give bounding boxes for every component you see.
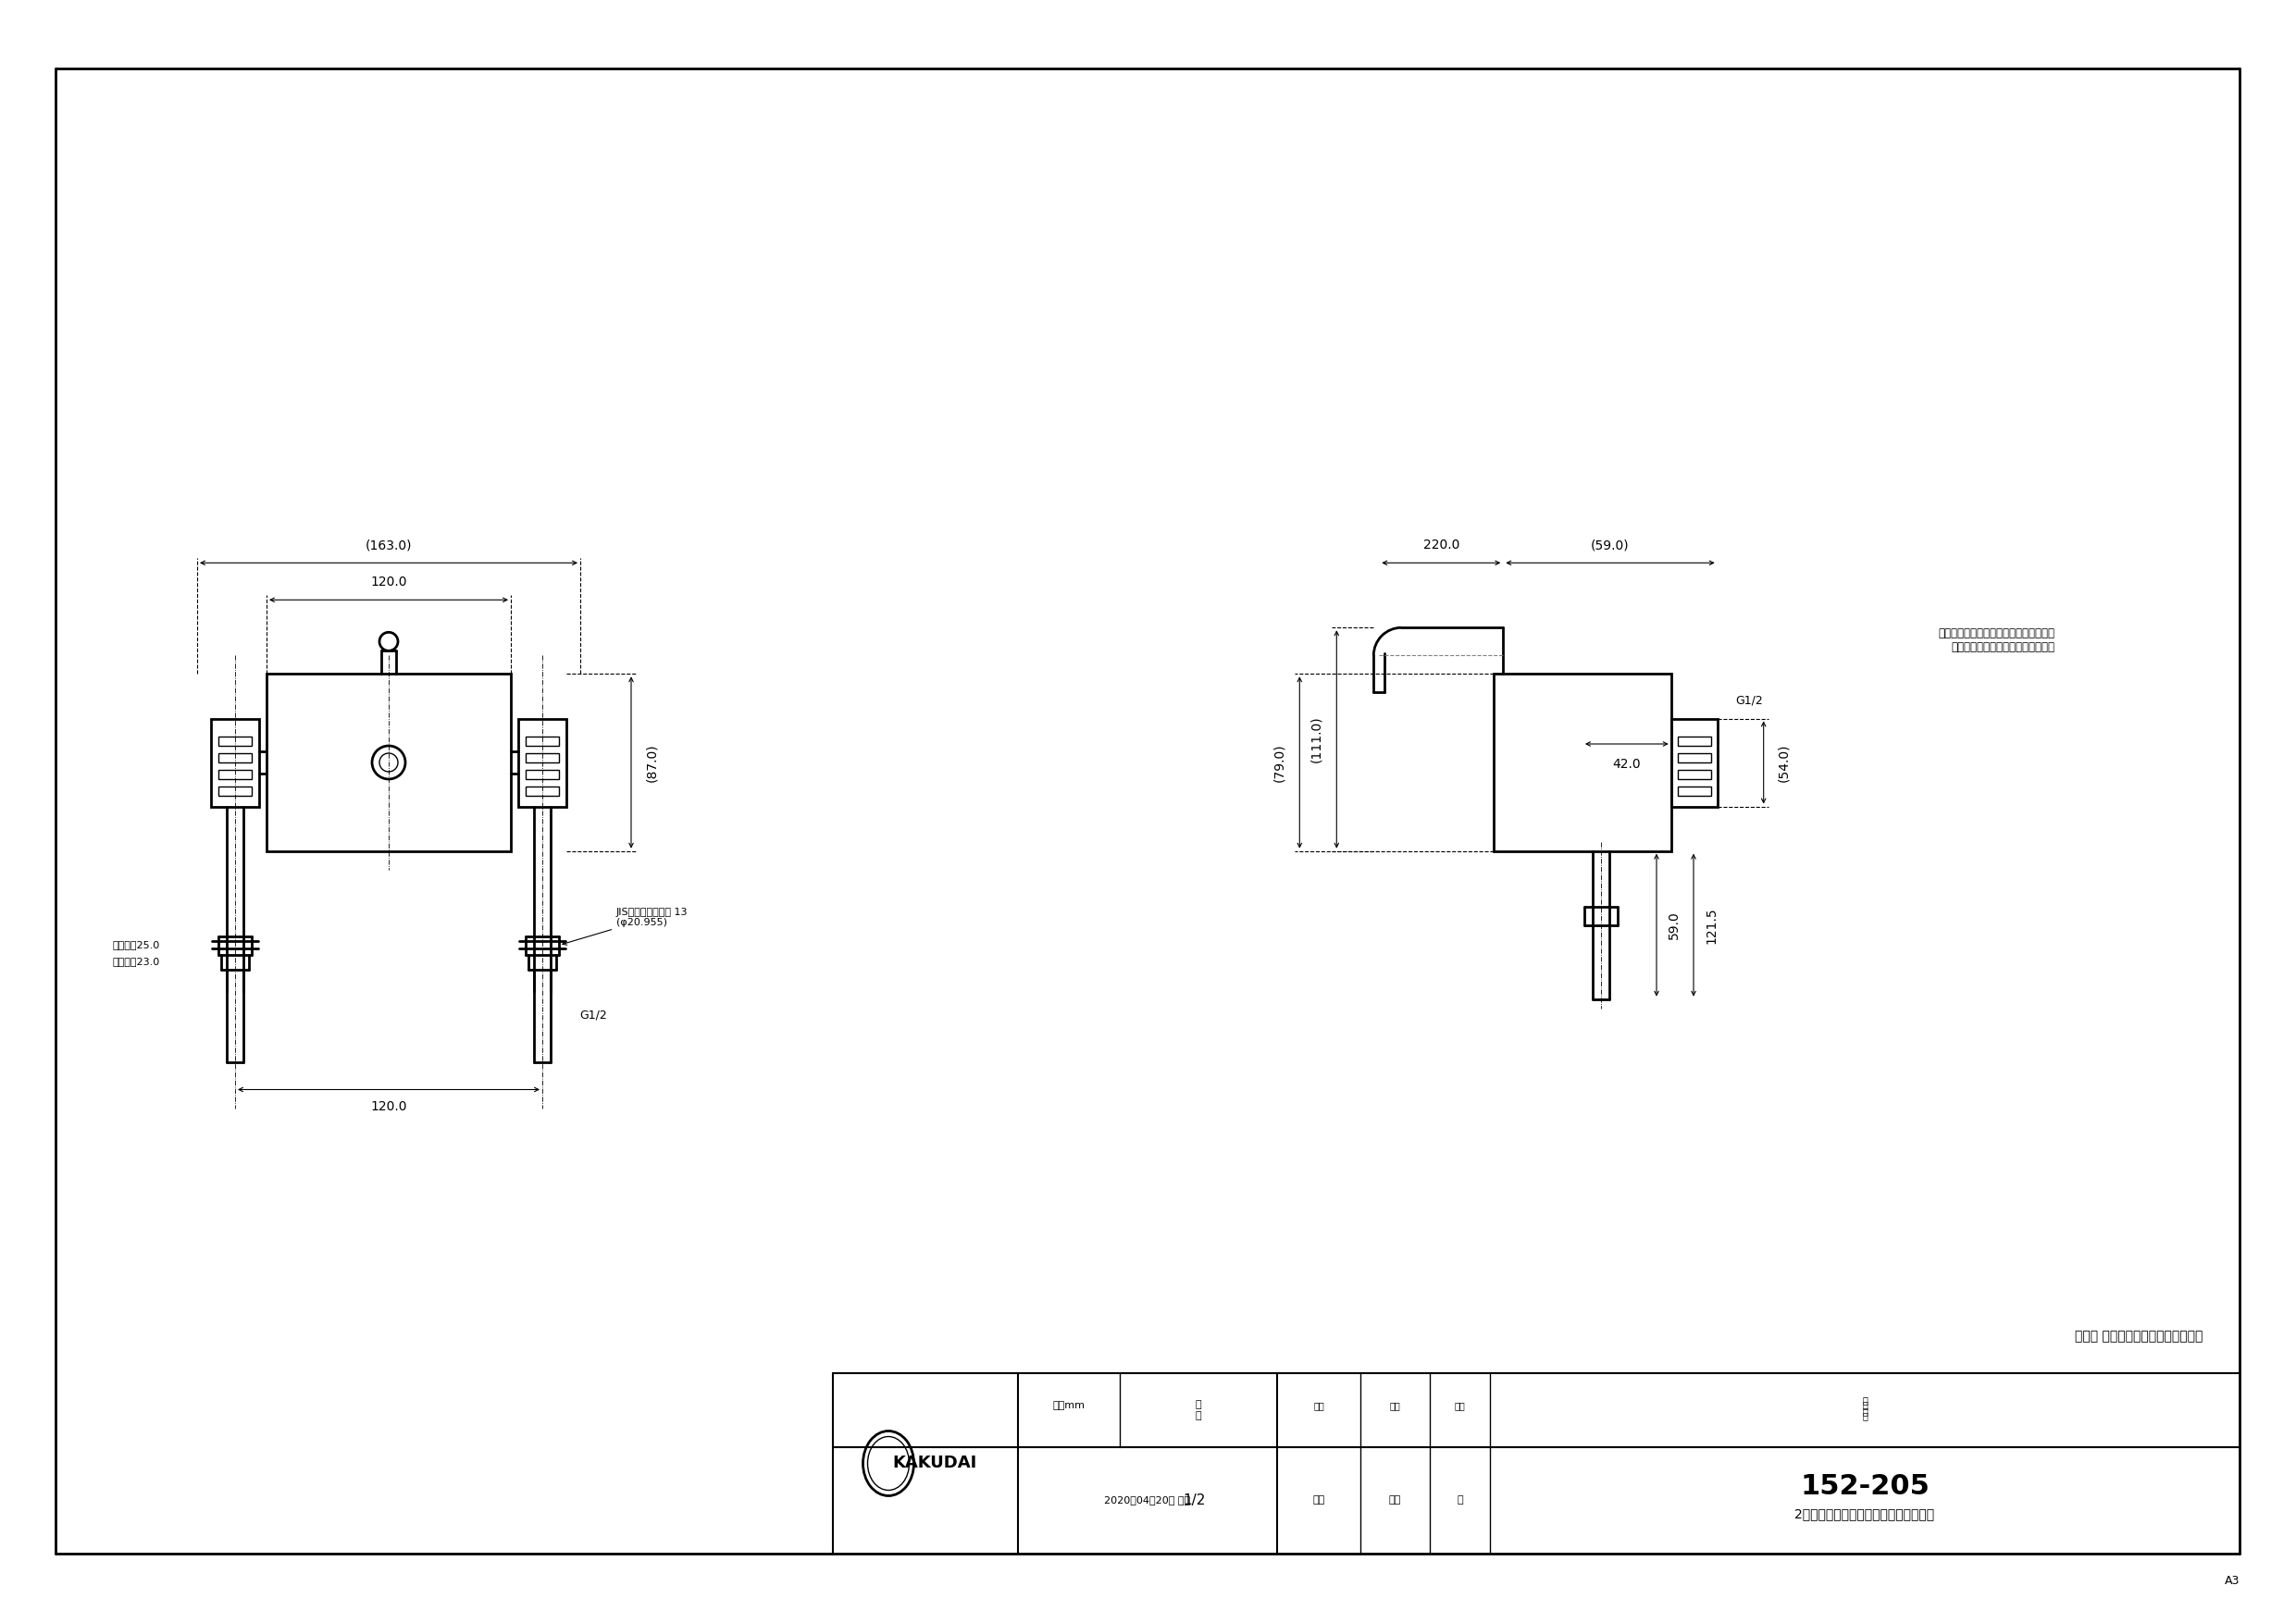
Text: 検図: 検図	[1389, 1401, 1401, 1410]
Text: 120.0: 120.0	[370, 1100, 406, 1113]
Bar	[526, 786, 558, 795]
Bar	[266, 674, 510, 850]
Text: 品
番: 品 番	[1862, 1401, 1867, 1420]
Text: 単位mm: 単位mm	[1052, 1401, 1086, 1410]
Text: 2ハンドルシャワー混合栓（一時止水）: 2ハンドルシャワー混合栓（一時止水）	[1795, 1508, 1936, 1521]
Text: 1/2: 1/2	[1182, 1493, 1205, 1508]
Text: 寒川: 寒川	[1389, 1496, 1401, 1505]
Text: 120.0: 120.0	[370, 576, 406, 589]
Text: (111.0): (111.0)	[1309, 716, 1322, 763]
Bar	[1671, 719, 1717, 807]
Text: KAKUDAI: KAKUDAI	[893, 1456, 976, 1472]
Text: 祝: 祝	[1456, 1496, 1463, 1505]
Text: G1/2: G1/2	[1736, 695, 1763, 706]
Bar	[211, 719, 259, 807]
Bar	[1678, 737, 1711, 745]
Text: 尺
度: 尺 度	[1196, 1401, 1201, 1420]
Text: G1/2: G1/2	[579, 1010, 606, 1021]
Text: 59.0: 59.0	[1667, 911, 1681, 940]
Text: 承認: 承認	[1453, 1401, 1465, 1410]
Text: (79.0): (79.0)	[1272, 743, 1286, 782]
Text: 2020年04月20日 作成: 2020年04月20日 作成	[1104, 1496, 1192, 1505]
Bar	[218, 753, 253, 761]
Text: 六角対辺23.0: 六角対辺23.0	[113, 958, 161, 966]
Text: 岩藤: 岩藤	[1313, 1496, 1325, 1505]
Text: JIS給水栓差付ねじ 13
(φ20.955): JIS給水栓差付ねじ 13 (φ20.955)	[563, 907, 689, 945]
Bar	[218, 769, 253, 779]
Text: (87.0): (87.0)	[645, 743, 659, 782]
Bar	[218, 786, 253, 795]
Text: (163.0): (163.0)	[365, 539, 411, 552]
Text: A3: A3	[2225, 1576, 2239, 1587]
Text: 六角対辺25.0: 六角対辺25.0	[113, 941, 161, 949]
Text: この部分にシャワセットを取付けます。
（シャワセットは添付部品参照。）: この部分にシャワセットを取付けます。 （シャワセットは添付部品参照。）	[1938, 628, 2055, 654]
Bar	[526, 769, 558, 779]
Text: 品
番: 品 番	[1862, 1396, 1867, 1415]
Text: 製図: 製図	[1313, 1401, 1325, 1410]
Bar	[1678, 769, 1711, 779]
Bar	[218, 737, 253, 745]
Bar	[526, 737, 558, 745]
Text: 注：（ ）内寸法は参考寸法である。: 注：（ ）内寸法は参考寸法である。	[2076, 1329, 2202, 1342]
Text: 42.0: 42.0	[1612, 758, 1642, 771]
Text: 121.5: 121.5	[1704, 907, 1717, 943]
Bar	[526, 753, 558, 761]
Bar	[1678, 786, 1711, 795]
Text: 152-205: 152-205	[1800, 1474, 1929, 1500]
Text: (59.0): (59.0)	[1591, 539, 1630, 552]
Text: (54.0): (54.0)	[1777, 743, 1791, 782]
Bar	[1495, 674, 1671, 850]
Bar	[1678, 753, 1711, 761]
Text: 220.0: 220.0	[1424, 539, 1460, 552]
Bar	[519, 719, 567, 807]
